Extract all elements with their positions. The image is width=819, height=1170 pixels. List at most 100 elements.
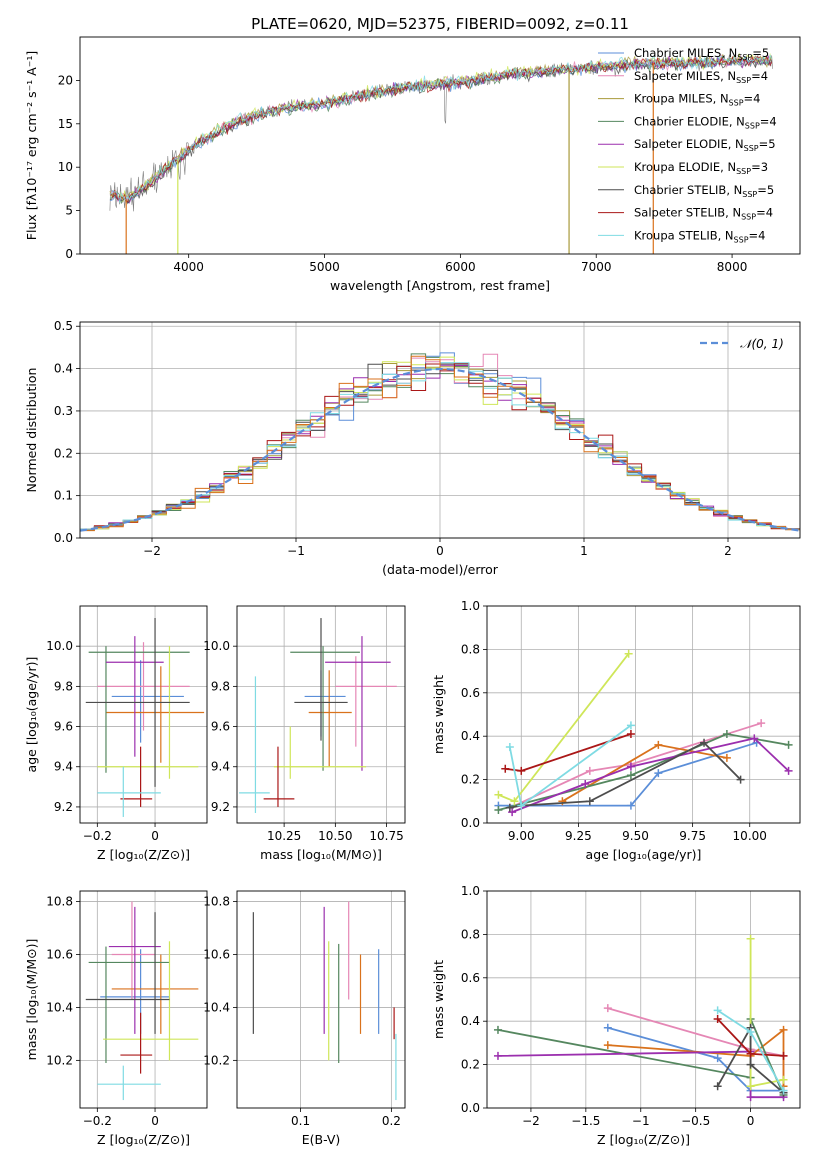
y-tick-label: 9.2	[211, 800, 230, 814]
weight-vs-age-panel: 9.00 9.25 9.50 9.75 10.00 0.0 0.2 0.4 0.6 0.8 1.0 a…	[431, 599, 801, 862]
y-tick-label: 0.5	[54, 319, 73, 333]
x-tick-label: 1	[580, 544, 588, 558]
errorbar-point	[263, 746, 295, 807]
errorbars	[239, 618, 397, 813]
y-tick-label: 15	[58, 117, 73, 131]
mass-vs-metallicity-panel: −0.2 0 10.2 10.4 10.6 10.8 Z [log₁₀(Z/Z⊙)] mass…	[24, 890, 208, 1147]
errorbar-point	[111, 901, 156, 1000]
weight-marker	[746, 1082, 755, 1091]
y-tick-label: 10	[58, 160, 73, 174]
errorbar-point	[97, 1065, 161, 1101]
y-tick-label: 0.1	[54, 489, 73, 503]
spectrum-panel: 4000 5000 6000 7000 8000 0 5 10 15 20 wavelength […	[24, 36, 801, 293]
y-tick-label: 10.2	[46, 1053, 73, 1067]
y-tick-label: 0.2	[461, 773, 480, 787]
y-tick-label: 1.0	[461, 599, 480, 613]
weight-marker	[626, 730, 635, 739]
x-tick-label: 0	[151, 829, 159, 843]
weight-marker	[493, 1025, 502, 1034]
x-axis-label: E(B-V)	[302, 1132, 341, 1147]
weight-marker	[603, 1023, 612, 1032]
weight-marker	[558, 797, 567, 806]
errorbar-point	[294, 618, 348, 741]
weight-series-line	[505, 721, 635, 810]
spectrum-lines	[109, 52, 773, 254]
errorbar-point	[290, 646, 360, 771]
y-tick-label: 0.0	[54, 531, 73, 545]
weight-marker	[713, 1015, 722, 1024]
x-tick-label: 9.00	[508, 829, 535, 843]
errorbar-point	[105, 636, 164, 757]
x-axis-label: Z [log₁₀(Z/Z⊙)]	[97, 847, 190, 862]
x-tick-label: 7000	[581, 260, 612, 274]
y-tick-label: 0.2	[54, 446, 73, 460]
weight-marker	[626, 721, 635, 730]
legend-entry-label: Kroupa ELODIE, NSSP=3	[634, 160, 768, 176]
y-tick-label: 0.3	[54, 404, 73, 418]
weight-marker	[626, 762, 635, 771]
x-tick-label: −0.2	[83, 829, 112, 843]
weight-marker	[746, 1028, 755, 1037]
errorbar-point	[88, 946, 170, 1064]
weight-marker	[746, 934, 755, 943]
weight-series-line	[494, 649, 633, 806]
weight-marker	[713, 1006, 722, 1015]
y-tick-label: 10.0	[46, 639, 73, 653]
weight-marker	[581, 779, 590, 788]
x-axis-label: (data-model)/error	[382, 562, 499, 577]
legend-entry-label: Salpeter MILES, NSSP=4	[634, 69, 768, 85]
y-tick-label: 10.4	[46, 1000, 73, 1014]
y-tick-label: 9.6	[54, 720, 73, 734]
legend-entry-label: Salpeter ELODIE, NSSP=5	[634, 137, 776, 153]
errorbar-point	[97, 642, 190, 731]
weight-line-path	[749, 938, 784, 1088]
weight-series-line	[508, 734, 793, 817]
weight-marker	[517, 766, 526, 775]
legend-entry-label: Chabrier MILES, NSSP=5	[634, 46, 769, 62]
y-tick-label: 0.4	[461, 1014, 480, 1028]
x-tick-label: 2	[724, 544, 732, 558]
weight-vs-metallicity-panel: −2 −1.5 −1 −0.5 0 0.0 0.2 0.4 0.6 0.8 1.0 Z [log₁₀(…	[431, 884, 801, 1147]
weight-marker	[784, 766, 793, 775]
y-tick-label: 5	[65, 204, 73, 218]
x-tick-label: 0.1	[291, 1114, 310, 1128]
x-tick-label: 9.50	[622, 829, 649, 843]
weight-marker	[603, 1004, 612, 1013]
errorbar-point	[308, 670, 352, 767]
errorbar-point	[111, 660, 184, 743]
mass-vs-ebv-panel: 0.1 0.2 10.2 10.4 10.6 10.8 E(B-V)	[203, 890, 406, 1147]
errorbar-point	[85, 618, 190, 787]
residuals-legend: 𝒩(0, 1)	[700, 337, 784, 351]
errorbar-point	[325, 636, 391, 771]
weight-marker	[713, 1054, 722, 1063]
x-axis-label: wavelength [Angstrom, rest frame]	[330, 278, 550, 293]
legend-entry-label: Kroupa MILES, NSSP=4	[634, 92, 760, 108]
spectrum-legend: Chabrier MILES, NSSP=5 Salpeter MILES, NS…	[598, 46, 777, 244]
x-tick-label: −1	[287, 544, 305, 558]
residuals-panel: −2 −1 0 1 2 0.0 0.1 0.2 0.3 0.4 0.5 (data-model)/er…	[24, 319, 801, 577]
weight-marker	[746, 1060, 755, 1069]
x-tick-label: 0	[747, 1114, 755, 1128]
y-tick-label: 9.6	[211, 720, 230, 734]
weight-marker	[501, 764, 510, 773]
errorbar-point	[335, 656, 397, 747]
errorbar-point	[85, 912, 170, 1034]
errorbars	[85, 618, 205, 817]
age-vs-mass-panel: 10.25 10.50 10.75 9.2 9.4 9.6 9.8 10.0 mass [log…	[203, 605, 406, 862]
x-tick-label: −0.5	[681, 1114, 710, 1128]
x-tick-label: 4000	[173, 260, 204, 274]
y-tick-label: 10.6	[203, 948, 230, 962]
legend-entry-label: Kroupa STELIB, NSSP=4	[634, 228, 765, 244]
y-tick-label: 1.0	[461, 884, 480, 898]
weight-marker	[784, 740, 793, 749]
errorbar-point	[97, 646, 199, 779]
errorbars	[85, 901, 199, 1101]
gridlines	[487, 890, 800, 1109]
x-tick-label: 10.00	[733, 829, 767, 843]
y-axis-label: Normed distribution	[24, 368, 39, 493]
weight-series-line	[713, 1015, 788, 1060]
errorbar-point	[103, 941, 199, 1061]
x-tick-label: 9.25	[565, 829, 592, 843]
axes-frame	[79, 36, 801, 255]
